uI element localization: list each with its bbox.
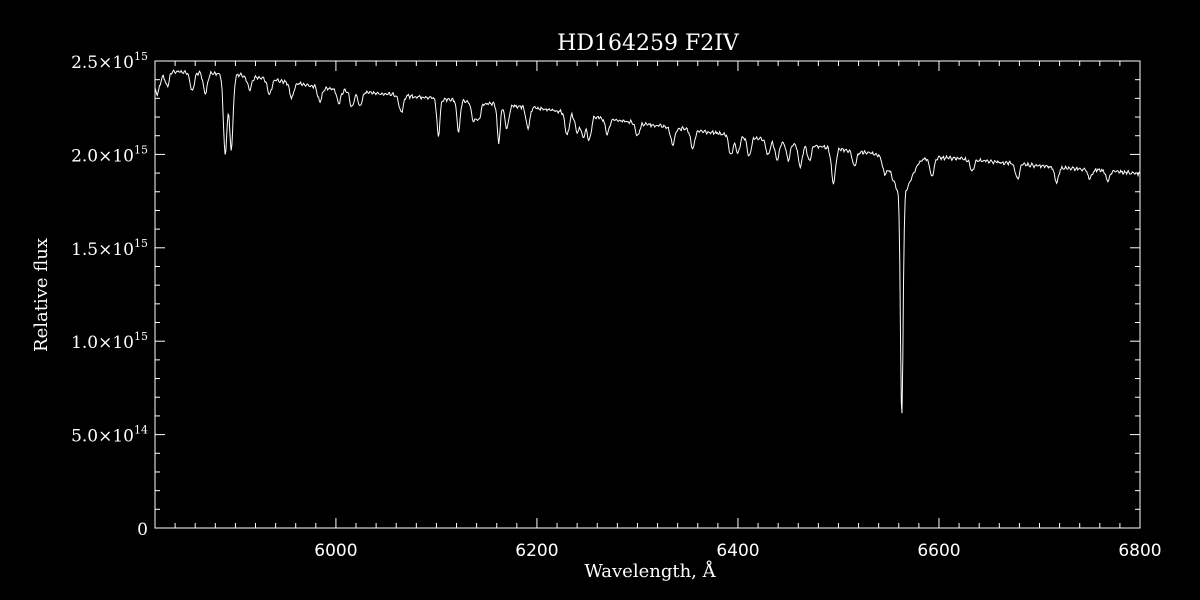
y-axis-tick-labels: 0 5.0×1014 1.0×1015 1.5×1015 2.0×1015 2.5×101… xyxy=(71,50,148,540)
plot-frame xyxy=(154,60,1141,529)
spectrum-line xyxy=(154,69,1140,414)
chart-title: HD164259 F2IV xyxy=(557,31,740,56)
x-axis-tick-labels: 6000 6200 6400 6600 6800 xyxy=(314,541,1161,561)
y-tick-label: 0 xyxy=(137,520,148,540)
x-tick-label: 6400 xyxy=(716,541,759,561)
x-axis-ticks xyxy=(174,61,1141,528)
x-tick-label: 6600 xyxy=(917,541,960,561)
y-tick-label: 1.5×1015 xyxy=(71,237,148,260)
y-tick-label: 2.5×1015 xyxy=(71,50,148,73)
x-axis-label: Wavelength, Å xyxy=(584,560,716,582)
x-tick-label: 6000 xyxy=(314,541,357,561)
y-tick-label: 5.0×1014 xyxy=(71,424,148,447)
y-tick-label: 2.0×1015 xyxy=(71,143,148,166)
y-tick-label: 1.0×1015 xyxy=(71,330,148,353)
x-tick-label: 6800 xyxy=(1118,541,1161,561)
x-tick-label: 6200 xyxy=(515,541,558,561)
y-axis-ticks xyxy=(155,60,1140,529)
y-axis-label: Relative flux xyxy=(31,238,52,352)
